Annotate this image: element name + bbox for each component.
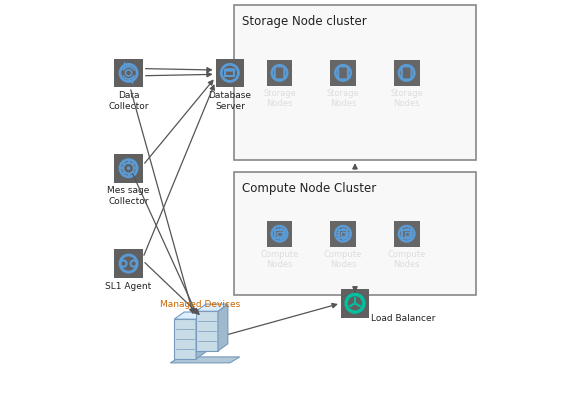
Bar [175,319,196,359]
Text: Storage
Nodes: Storage Nodes [390,89,423,108]
Bar [403,230,411,238]
FancyBboxPatch shape [330,221,356,247]
FancyBboxPatch shape [216,58,244,87]
Polygon shape [196,312,206,359]
Circle shape [354,302,356,304]
Bar [278,232,282,236]
Bar [234,172,476,295]
Text: Data
Collector: Data Collector [108,91,149,110]
Polygon shape [170,357,240,363]
Bar [196,311,218,351]
Bar [341,232,345,236]
FancyBboxPatch shape [114,249,143,278]
FancyBboxPatch shape [394,221,419,247]
Text: Load Balancer: Load Balancer [371,314,436,323]
Circle shape [127,166,130,170]
Text: SL1 Agent: SL1 Agent [105,282,151,291]
FancyBboxPatch shape [114,154,143,182]
Text: Compute
Nodes: Compute Nodes [324,250,362,269]
Text: Compute
Nodes: Compute Nodes [387,250,426,269]
Text: Compute Node Cluster: Compute Node Cluster [242,182,376,195]
Text: Compute
Nodes: Compute Nodes [260,250,299,269]
Circle shape [354,297,356,299]
Text: Storage
Nodes: Storage Nodes [327,89,360,108]
Bar [234,5,476,160]
Bar [275,230,284,238]
Bar [339,230,347,238]
Polygon shape [196,304,228,311]
Circle shape [349,305,351,307]
Text: Mes sage
Collector: Mes sage Collector [108,186,150,206]
FancyBboxPatch shape [330,60,356,86]
FancyBboxPatch shape [267,60,292,86]
FancyBboxPatch shape [341,289,369,318]
Text: Database
Server: Database Server [208,91,251,110]
FancyBboxPatch shape [267,221,292,247]
Text: Storage
Nodes: Storage Nodes [263,89,296,108]
FancyBboxPatch shape [394,60,419,86]
Bar [405,232,409,236]
Circle shape [359,305,361,307]
FancyBboxPatch shape [114,58,143,87]
Polygon shape [218,304,228,351]
Text: Storage Node cluster: Storage Node cluster [242,15,367,28]
Bar [225,70,234,76]
Text: Managed Devices: Managed Devices [160,300,240,309]
Polygon shape [175,312,206,319]
